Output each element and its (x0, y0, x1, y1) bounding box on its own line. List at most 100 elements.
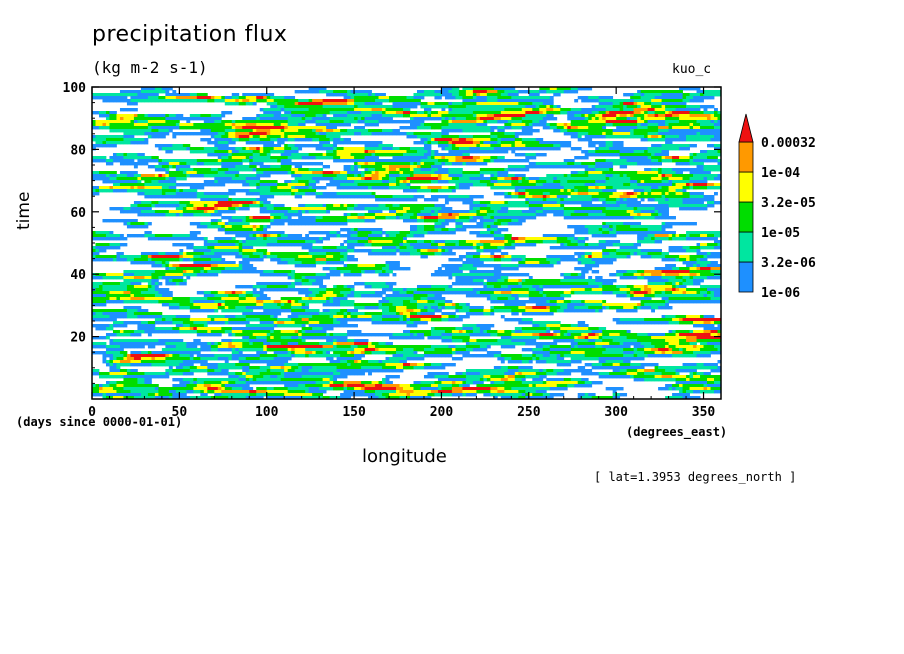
field-cell (175, 159, 180, 163)
field-cell (700, 120, 704, 124)
field-cell (298, 138, 303, 142)
field-cell (179, 159, 184, 163)
field-cell (668, 189, 673, 193)
field-cell (651, 111, 655, 115)
field-cell (354, 186, 358, 190)
field-cell (305, 126, 310, 130)
field-cell (123, 93, 128, 97)
field-cell (490, 129, 495, 133)
field-cell (682, 177, 687, 181)
field-cell (147, 93, 152, 97)
field-cell (312, 180, 317, 184)
field-cell (521, 192, 526, 196)
field-cell (168, 192, 173, 196)
field-cell (98, 135, 103, 139)
field-cell (707, 93, 711, 97)
field-cell (437, 162, 442, 166)
field-cell (280, 96, 285, 100)
field-cell (707, 168, 711, 172)
field-cell (563, 183, 568, 187)
field-cell (154, 99, 159, 103)
field-cell (661, 171, 666, 175)
field-cell (448, 153, 453, 157)
field-cell (182, 171, 187, 175)
field-cell (700, 165, 704, 169)
field-cell (133, 129, 138, 133)
field-cell (703, 177, 708, 181)
field-cell (507, 138, 512, 142)
field-cell (483, 102, 488, 106)
field-cell (640, 105, 645, 109)
field-cell (518, 114, 523, 118)
field-cell (469, 162, 474, 166)
field-cell (168, 183, 173, 187)
field-cell (693, 108, 697, 112)
field-cell (591, 132, 596, 136)
field-cell (686, 111, 690, 115)
field-cell (549, 174, 554, 178)
field-cell (567, 132, 572, 136)
field-cell (437, 93, 442, 97)
field-cell (714, 159, 718, 163)
field-cell (507, 165, 512, 169)
field-cell (651, 159, 655, 163)
field-cell (542, 192, 547, 196)
field-cell (221, 129, 226, 133)
field-cell (172, 90, 177, 94)
field-cell (455, 174, 460, 178)
field-cell (423, 171, 428, 175)
field-cell (458, 138, 463, 142)
field-cell (343, 99, 348, 103)
field-cell (658, 108, 662, 112)
field-cell (497, 129, 502, 133)
field-cell (413, 114, 418, 118)
field-cell (399, 180, 404, 184)
field-cell (623, 117, 628, 121)
field-cell (570, 159, 575, 163)
field-cell (221, 165, 226, 169)
field-cell (602, 168, 607, 172)
field-cell (119, 171, 124, 175)
field-cell (378, 183, 383, 187)
field-cell (465, 99, 470, 103)
field-cell (371, 111, 376, 115)
field-cell (186, 99, 191, 103)
field-cell (619, 126, 624, 130)
field-cell (102, 135, 107, 139)
field-cell (595, 165, 600, 169)
field-cell (493, 87, 498, 91)
field-cell (259, 180, 264, 184)
field-cell (532, 180, 537, 184)
field-cell (588, 108, 593, 112)
field-cell (546, 126, 551, 130)
field-cell (392, 111, 397, 115)
field-cell (119, 90, 124, 94)
field-cell (389, 120, 393, 124)
field-cell (427, 111, 432, 115)
field-cell (259, 117, 264, 121)
field-cell (497, 93, 502, 97)
field-cell (179, 192, 184, 196)
field-cell (423, 174, 428, 178)
field-cell (458, 120, 463, 124)
field-cell (427, 138, 432, 142)
field-cell (469, 141, 474, 145)
field-cell (644, 126, 649, 130)
field-cell (651, 180, 655, 184)
field-cell (651, 195, 655, 199)
field-cell (546, 105, 551, 109)
field-cell (584, 156, 589, 160)
field-cell (651, 108, 655, 112)
field-cell (350, 180, 355, 184)
field-cell (371, 96, 376, 100)
field-cell (451, 195, 456, 199)
field-cell (179, 144, 184, 148)
field-cell (336, 114, 341, 118)
field-cell (326, 138, 331, 142)
field-cell (672, 147, 676, 151)
field-cell (270, 159, 275, 163)
field-cell (612, 174, 617, 178)
field-cell (598, 120, 603, 124)
field-cell (518, 120, 523, 124)
field-cell (651, 102, 655, 106)
